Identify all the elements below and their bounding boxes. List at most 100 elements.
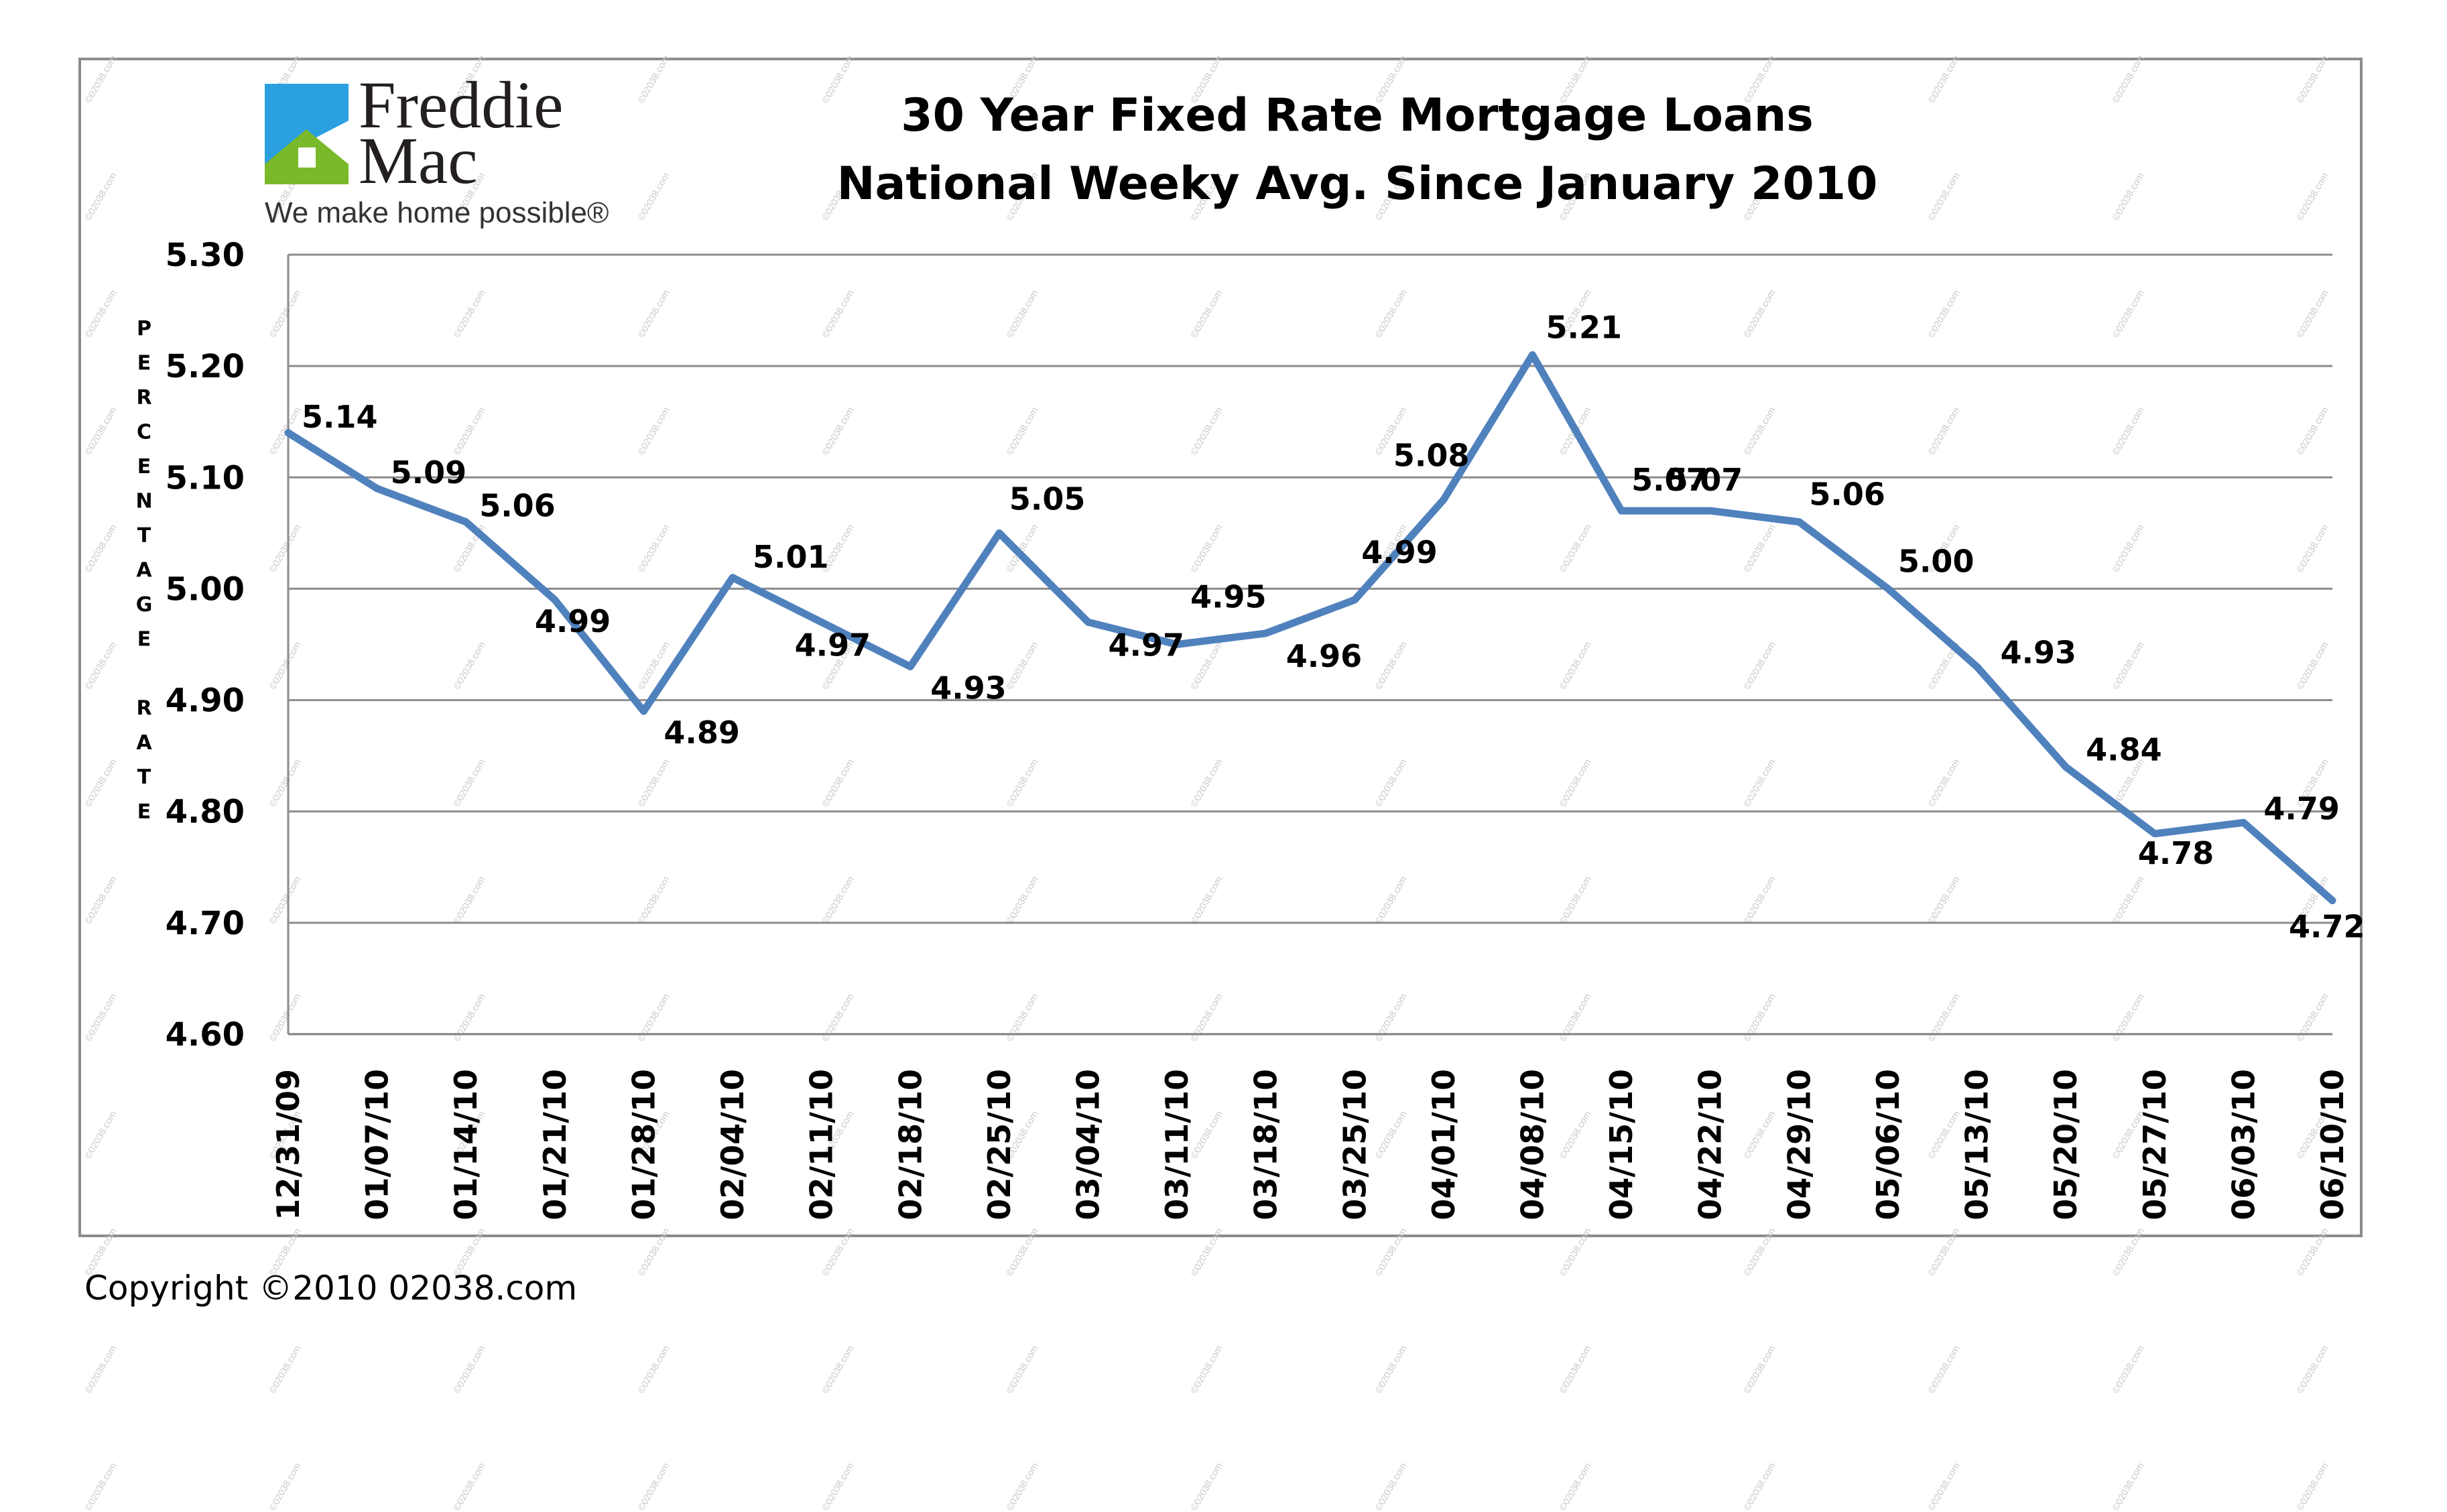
y-axis-label-letter: R	[136, 386, 151, 410]
series-line	[284, 351, 2336, 905]
logo-tagline: We make home possible®	[265, 196, 609, 229]
watermark-text: ©02038.com	[2294, 1460, 2330, 1512]
data-label: 5.05	[1009, 481, 1086, 517]
y-axis-label-letter: P	[137, 317, 151, 340]
data-label: 5.06	[479, 488, 556, 524]
data-label: 5.09	[391, 454, 467, 491]
x-tick-label: 01/21/10	[537, 1069, 573, 1220]
data-label: 5.06	[1809, 477, 1885, 513]
x-tick-label: 04/29/10	[1781, 1069, 1817, 1220]
y-tick-label: 4.60	[166, 1016, 245, 1054]
data-label: 4.93	[930, 670, 1007, 706]
watermark-text: ©02038.com	[450, 1460, 487, 1512]
y-axis-label-letter: T	[137, 766, 151, 790]
copyright-text: Copyright ©2010 02038.com	[84, 1269, 578, 1308]
x-tick-label: 02/11/10	[804, 1069, 840, 1220]
y-axis-label-letter: C	[137, 421, 151, 444]
watermark-text: ©02038.com	[1003, 1460, 1040, 1512]
y-tick-label: 5.00	[166, 570, 245, 608]
data-label: 4.97	[1108, 627, 1184, 663]
x-tick-label: 06/03/10	[2225, 1069, 2261, 1220]
x-tick-label: 05/27/10	[2137, 1069, 2173, 1220]
logo-text-mac: Mac	[359, 123, 478, 198]
logo-text-freddie: Freddie	[359, 68, 564, 142]
data-label: 4.84	[2086, 731, 2162, 767]
data-label: 5.07	[1631, 462, 1708, 498]
chart-title: 30 Year Fixed Rate Mortgage Loans	[901, 89, 1813, 142]
x-tick-label: 03/04/10	[1070, 1069, 1106, 1220]
watermark-text: ©02038.com	[635, 1460, 672, 1512]
line-chart: 30 Year Fixed Rate Mortgage Loans Nation…	[135, 89, 2365, 1220]
y-tick-labels: 5.30 5.20 5.10 5.00 4.90 4.80 4.70 4.60	[166, 237, 245, 1054]
data-label: 5.00	[1898, 543, 1974, 579]
x-tick-label: 04/01/10	[1426, 1069, 1462, 1220]
watermark-text: ©02038.com	[1372, 1460, 1409, 1512]
house-icon	[265, 84, 349, 184]
x-tick-label: 04/22/10	[1692, 1069, 1729, 1220]
watermark-text: ©02038.com	[1925, 1460, 1962, 1512]
x-tick-label: 05/13/10	[1959, 1069, 1995, 1220]
watermark-text: ©02038.com	[1741, 1460, 1777, 1512]
data-label: 4.89	[664, 714, 740, 751]
x-tick-label: 01/07/10	[359, 1069, 395, 1220]
x-tick-labels: 12/31/09 01/07/10 01/14/10 01/21/10 01/28/10…	[270, 1069, 2350, 1220]
x-tick-label: 05/20/10	[2048, 1069, 2084, 1220]
y-axis-label-letter: E	[137, 352, 151, 375]
data-label: 4.95	[1190, 579, 1267, 615]
y-axis-label-letter: A	[136, 731, 152, 755]
y-tick-label: 4.80	[166, 794, 245, 831]
y-axis-label-letter: E	[137, 800, 151, 824]
data-label: 5.07	[1667, 462, 1743, 498]
y-axis-label-letter: E	[137, 628, 151, 651]
freddie-mac-logo: Freddie Mac We make home possible®	[265, 72, 609, 229]
data-label: 5.14	[302, 399, 378, 435]
y-tick-label: 4.90	[166, 682, 245, 720]
x-tick-label: 02/25/10	[981, 1069, 1017, 1220]
x-tick-label: 04/08/10	[1515, 1069, 1551, 1220]
y-tick-label: 4.70	[166, 905, 245, 942]
y-tick-label: 5.10	[166, 459, 245, 497]
data-label: 4.97	[795, 627, 871, 663]
watermark-text: ©02038.com	[1188, 1460, 1225, 1512]
x-tick-label: 03/18/10	[1248, 1069, 1284, 1220]
data-label: 4.72	[2289, 909, 2365, 945]
x-tick-label: 01/14/10	[448, 1069, 484, 1220]
x-tick-label: 06/10/10	[2314, 1069, 2350, 1220]
x-tick-label: 03/25/10	[1336, 1069, 1373, 1220]
data-label: 4.96	[1286, 638, 1363, 674]
x-tick-label: 12/31/09	[270, 1069, 306, 1220]
x-tick-label: 02/18/10	[892, 1069, 928, 1220]
watermark-text: ©02038.com	[82, 1460, 119, 1512]
data-label: 4.79	[2263, 790, 2340, 826]
x-tick-label: 01/28/10	[625, 1069, 662, 1220]
series-layer	[284, 351, 2336, 905]
data-label: 4.99	[1361, 534, 1437, 570]
watermark-text: ©02038.com	[819, 1460, 856, 1512]
data-label: 5.21	[1546, 310, 1623, 346]
y-axis-label-letter: G	[136, 593, 153, 617]
watermark-text: ©02038.com	[1556, 1460, 1593, 1512]
data-label: 4.78	[2138, 835, 2214, 871]
data-label: 4.93	[2001, 635, 2077, 671]
data-labels: 5.14 5.09 5.06 4.99 4.89 5.01 4.97 4.93 5.05 4.97…	[302, 310, 2365, 945]
y-tick-label: 5.30	[166, 237, 245, 274]
data-label: 4.99	[535, 603, 611, 639]
y-axis-label-letter: R	[136, 697, 151, 720]
x-tick-label: 05/06/10	[1870, 1069, 1906, 1220]
y-axis-label-letter: E	[137, 455, 151, 479]
x-tick-label: 03/11/10	[1159, 1069, 1195, 1220]
y-axis-label-letter: A	[136, 559, 152, 582]
x-tick-label: 04/15/10	[1603, 1069, 1639, 1220]
chart-subtitle: National Weeky Avg. Since January 2010	[837, 158, 1878, 210]
data-label: 5.01	[753, 539, 829, 575]
y-axis-label-letter: T	[137, 524, 151, 548]
y-tick-label: 5.20	[166, 348, 245, 385]
x-tick-label: 02/04/10	[714, 1069, 751, 1220]
watermark-text: ©02038.com	[2109, 1460, 2146, 1512]
chart-frame	[78, 58, 2363, 1237]
y-axis-label-letter: N	[135, 490, 152, 513]
grid-lines	[287, 253, 2332, 1035]
data-label: 5.08	[1393, 438, 1470, 474]
watermark-text: ©02038.com	[266, 1460, 303, 1512]
